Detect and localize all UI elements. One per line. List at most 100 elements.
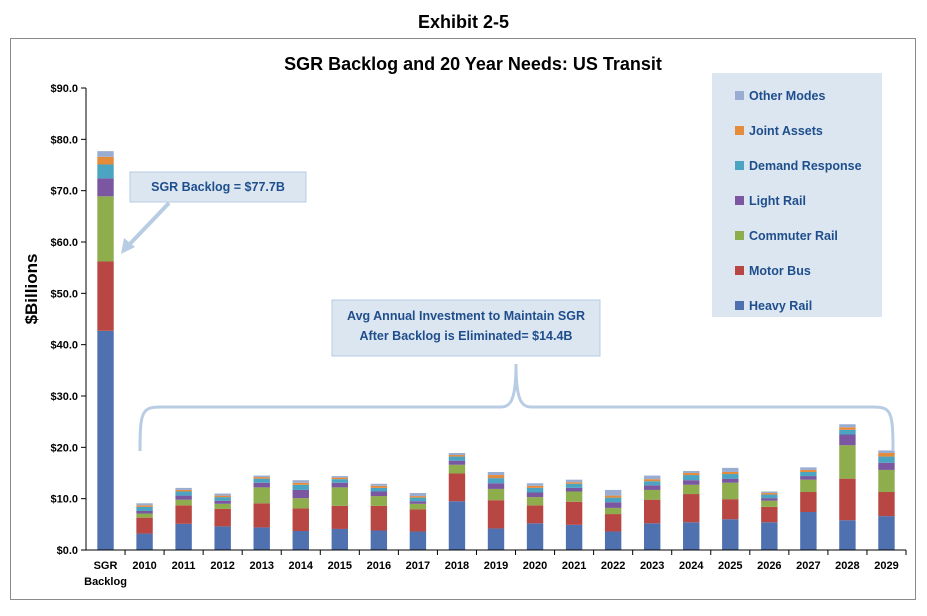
x-tick-label: 2026 <box>757 560 781 572</box>
bar-segment <box>448 452 466 456</box>
backlog-arrowhead <box>121 238 135 254</box>
y-tick-label: $60.0 <box>50 237 78 249</box>
bar-segment <box>214 508 231 527</box>
bar-segment <box>214 503 231 509</box>
bar-segment <box>175 489 192 492</box>
bar-segment <box>370 496 388 506</box>
bar-segment <box>761 522 778 550</box>
bar-segment <box>878 450 895 453</box>
bar-segment <box>292 482 309 485</box>
bar-segment <box>136 505 153 507</box>
bar-segment <box>214 493 231 496</box>
x-tick-label: 2029 <box>874 560 898 572</box>
bar-segment <box>565 483 583 488</box>
bar-segment <box>839 520 856 550</box>
bar-segment <box>487 475 505 479</box>
x-tick-label: 2012 <box>210 560 234 572</box>
x-tick-label: 2017 <box>406 560 430 572</box>
chart-title: SGR Backlog and 20 Year Needs: US Transi… <box>284 54 662 74</box>
y-axis-ticks: $0.0 $10.0 $20.0 $30.0 $40.0 $50.0 $60.0 $70.0 $… <box>50 83 86 557</box>
bar-segment <box>487 488 505 501</box>
exhibit-label: Exhibit 2-5 <box>417 12 510 32</box>
bar-segment <box>722 519 739 550</box>
legend-label: Joint Assets <box>749 124 823 138</box>
x-tick-label: 2013 <box>249 560 273 572</box>
bar-segment <box>253 477 270 479</box>
bar-segment <box>683 475 700 481</box>
bar-segment <box>604 497 622 503</box>
bar-segment <box>292 498 309 509</box>
bar-segment <box>97 261 114 331</box>
bar-segment <box>839 427 856 430</box>
bar-segment <box>331 482 349 488</box>
bar-segment <box>175 487 192 490</box>
bar-segment <box>604 489 622 496</box>
y-tick-label: $20.0 <box>50 442 78 454</box>
backlog-callout-box <box>129 171 307 203</box>
bar-segment <box>683 484 700 495</box>
bar-segment <box>526 485 544 488</box>
bar-segment <box>253 482 270 488</box>
bar-segment <box>487 478 505 484</box>
bar-segment <box>722 467 739 472</box>
bar-segment <box>722 478 739 483</box>
x-tick-label: 2014 <box>289 560 314 572</box>
bar-segment <box>800 469 817 472</box>
y-tick-label: $40.0 <box>50 340 78 352</box>
bar-segment <box>526 523 544 550</box>
backlog-arrow <box>125 201 171 249</box>
bar-segment <box>409 501 427 504</box>
bar-segment <box>526 487 544 493</box>
bar-segment <box>683 522 700 550</box>
bar-segment <box>292 489 309 499</box>
bar-segment <box>839 445 856 479</box>
bar-segment <box>292 531 309 550</box>
legend-swatch <box>735 91 744 100</box>
bar-segment <box>643 481 661 486</box>
bar-segment <box>175 491 192 496</box>
bar-segment <box>604 514 622 532</box>
bar-segment <box>370 491 388 497</box>
bar-segment <box>565 501 583 525</box>
bar-segment <box>800 491 817 513</box>
x-tick-label: 2010 <box>132 560 156 572</box>
x-tick-label: 2024 <box>679 560 704 572</box>
bar-segment <box>370 505 388 531</box>
y-tick-label: $30.0 <box>50 391 78 403</box>
x-tick-label: 2025 <box>718 560 742 572</box>
bar-segment <box>331 477 349 480</box>
bar-segment <box>409 503 427 510</box>
x-tick-label: 2020 <box>523 560 547 572</box>
x-tick-label: SGR Backlog <box>84 560 127 588</box>
bar-segment <box>253 475 270 478</box>
bar-segment <box>683 473 700 476</box>
bar-segment <box>800 471 817 477</box>
bar-segment <box>878 456 895 463</box>
bar-segment <box>800 476 817 480</box>
bar-segment <box>214 495 231 498</box>
bar-segment <box>448 455 466 457</box>
legend-swatch <box>735 266 744 275</box>
x-tick-label: 2028 <box>835 560 859 572</box>
bar-segment <box>526 497 544 506</box>
x-tick-label: 2016 <box>367 560 391 572</box>
legend-label: Commuter Rail <box>749 229 838 243</box>
bar-segment <box>761 491 778 494</box>
bar-segment <box>761 506 778 523</box>
bar-segment <box>487 483 505 489</box>
x-tick-label: 2015 <box>328 560 352 572</box>
bar-segment <box>136 506 153 511</box>
bar-segment <box>331 476 349 478</box>
chart: SGR Backlog and 20 Year Needs: US Transi… <box>22 54 907 588</box>
bar-segment <box>136 503 153 506</box>
bar-segment <box>292 484 309 490</box>
bar-segment <box>761 493 778 495</box>
bar-segment <box>761 494 778 499</box>
bar-segment <box>448 464 466 474</box>
annual-callout: Avg Annual Investment to Maintain SGR Af… <box>138 299 895 452</box>
x-tick-label: 2011 <box>172 560 196 572</box>
bar-segment <box>370 483 388 486</box>
bar-segment <box>761 500 778 507</box>
y-tick-label: $0.0 <box>57 545 78 557</box>
legend-swatch <box>735 196 744 205</box>
